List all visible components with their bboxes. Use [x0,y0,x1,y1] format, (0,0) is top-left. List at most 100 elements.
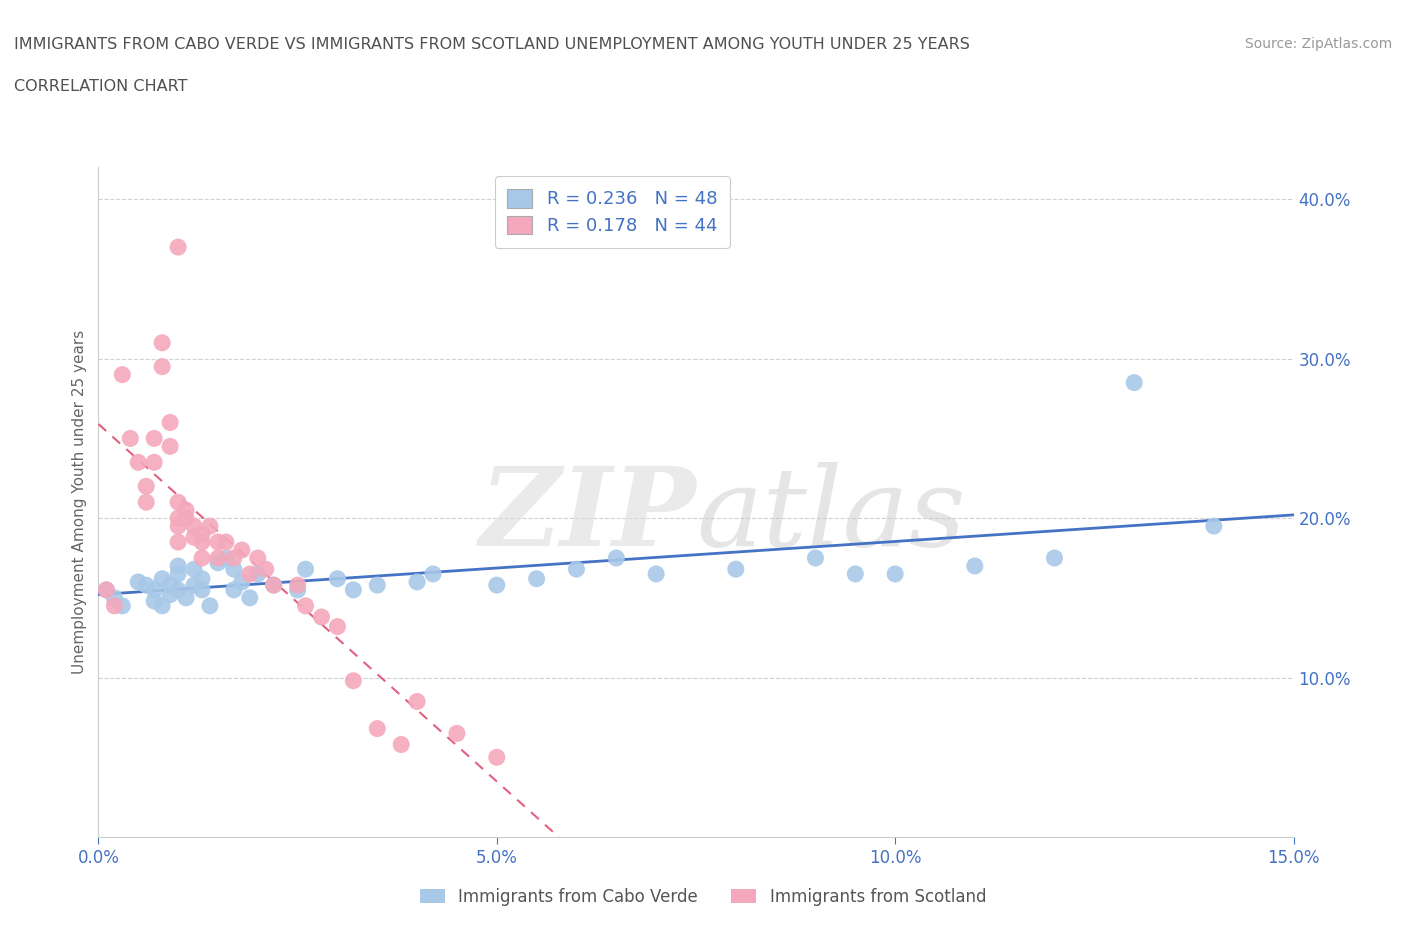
Point [565,562,588,577]
Point [198,598,221,613]
Point [222,562,245,577]
Point [222,582,245,597]
Point [366,721,388,736]
Point [294,598,316,613]
Point [406,575,429,590]
Point [143,455,166,470]
Point [183,562,205,577]
Point [103,591,125,605]
Point [167,566,190,581]
Point [167,240,190,255]
Point [159,439,181,454]
Point [135,479,157,494]
Point [246,551,269,565]
Point [183,530,205,545]
Point [167,495,190,510]
Point [287,582,309,597]
Point [207,535,229,550]
Point [239,566,262,581]
Point [150,571,173,586]
Point [326,571,349,586]
Point [389,737,412,752]
Point [215,551,238,565]
Point [159,415,181,430]
Point [191,582,214,597]
Point [231,542,253,557]
Point [127,455,149,470]
Point [263,578,285,592]
Point [215,535,238,550]
Point [191,535,214,550]
Point [183,519,205,534]
Point [342,673,364,688]
Point [183,578,205,592]
Point [1202,519,1225,534]
Point [366,578,388,592]
Point [143,582,166,597]
Point [111,598,134,613]
Point [191,551,214,565]
Point [485,750,508,764]
Point [103,598,125,613]
Point [294,562,316,577]
Point [254,562,277,577]
Point [111,367,134,382]
Point [485,578,508,592]
Legend: Immigrants from Cabo Verde, Immigrants from Scotland: Immigrants from Cabo Verde, Immigrants f… [413,881,993,912]
Point [844,566,866,581]
Text: CORRELATION CHART: CORRELATION CHART [14,79,187,94]
Point [167,511,190,525]
Point [326,619,349,634]
Point [150,359,173,374]
Point [526,571,548,586]
Point [422,566,444,581]
Point [963,559,986,574]
Point [207,555,229,570]
Point [1043,551,1066,565]
Point [120,431,142,445]
Point [135,495,157,510]
Point [724,562,747,577]
Point [287,578,309,592]
Y-axis label: Unemployment Among Youth under 25 years: Unemployment Among Youth under 25 years [72,330,87,674]
Point [150,598,173,613]
Point [96,582,118,597]
Point [804,551,827,565]
Point [143,593,166,608]
Point [167,559,190,574]
Point [159,587,181,602]
Point [1123,375,1146,390]
Point [150,336,173,351]
Legend: R = 0.236   N = 48, R = 0.178   N = 44: R = 0.236 N = 48, R = 0.178 N = 44 [495,177,730,247]
Point [342,582,364,597]
Point [605,551,627,565]
Point [263,578,285,592]
Text: ZIP: ZIP [479,462,696,569]
Point [174,591,197,605]
Point [446,726,468,741]
Point [174,503,197,518]
Point [645,566,668,581]
Point [143,431,166,445]
Point [159,578,181,592]
Point [127,575,149,590]
Text: atlas: atlas [696,462,966,569]
Point [246,566,269,581]
Point [191,526,214,541]
Point [174,511,197,525]
Text: Source: ZipAtlas.com: Source: ZipAtlas.com [1244,37,1392,51]
Point [191,571,214,586]
Point [135,578,157,592]
Point [167,582,190,597]
Point [222,551,245,565]
Point [96,582,118,597]
Text: IMMIGRANTS FROM CABO VERDE VS IMMIGRANTS FROM SCOTLAND UNEMPLOYMENT AMONG YOUTH : IMMIGRANTS FROM CABO VERDE VS IMMIGRANTS… [14,37,970,52]
Point [406,694,429,709]
Point [231,575,253,590]
Point [239,591,262,605]
Point [884,566,907,581]
Point [167,535,190,550]
Point [167,519,190,534]
Point [311,609,333,624]
Point [198,519,221,534]
